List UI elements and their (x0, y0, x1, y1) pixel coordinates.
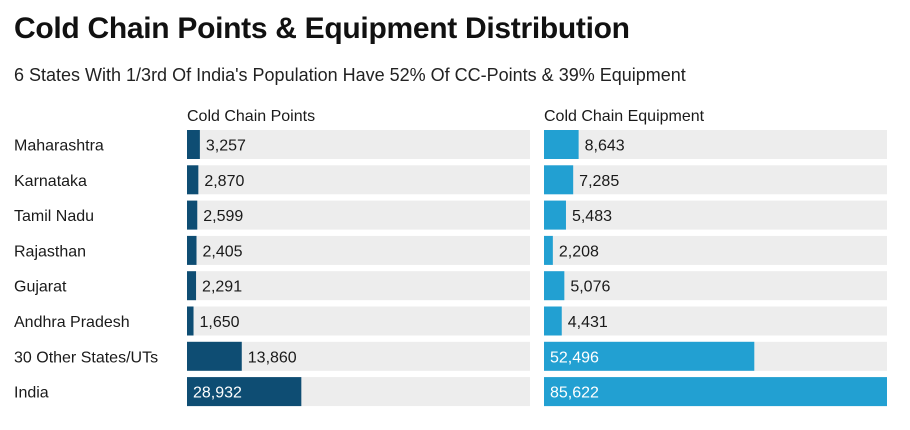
data-label: 2,405 (203, 243, 243, 260)
category-label: India (14, 385, 49, 402)
bar (544, 130, 579, 159)
series-header: Cold Chain Points (187, 108, 315, 125)
bar-track (187, 200, 530, 230)
bar (187, 130, 200, 159)
bar (544, 306, 562, 336)
bar (187, 200, 198, 230)
bar (544, 377, 887, 407)
data-label: 5,076 (570, 279, 610, 296)
bar (187, 271, 197, 301)
data-label: 4,431 (568, 314, 608, 331)
category-label: Andhra Pradesh (14, 314, 130, 331)
data-label: 5,483 (572, 208, 612, 225)
bar (187, 165, 199, 195)
data-label: 52,496 (550, 349, 599, 366)
category-label: Gujarat (14, 279, 67, 296)
bar (544, 200, 566, 230)
data-label: 85,622 (550, 385, 599, 402)
data-label: 2,208 (559, 243, 599, 260)
bar-track (544, 306, 887, 336)
bar-track (544, 200, 887, 230)
category-label: Rajasthan (14, 243, 86, 260)
data-label: 2,599 (203, 208, 243, 225)
chart-title: Cold Chain Points & Equipment Distributi… (14, 12, 630, 45)
bar-track (187, 130, 530, 159)
bar-track (544, 130, 887, 159)
bar (544, 271, 565, 301)
series-header: Cold Chain Equipment (544, 108, 705, 125)
bar (544, 165, 574, 195)
data-label: 13,860 (248, 349, 297, 366)
chart-subtitle: 6 States With 1/3rd Of India's Populatio… (14, 65, 686, 85)
data-label: 2,870 (204, 173, 244, 190)
bar (187, 306, 194, 336)
category-label: Tamil Nadu (14, 208, 94, 225)
data-label: 8,643 (585, 138, 625, 155)
data-label: 7,285 (579, 173, 619, 190)
category-label: Karnataka (14, 173, 87, 190)
bar-track (544, 235, 887, 265)
bar-track (544, 165, 887, 195)
bar-track (187, 271, 530, 301)
category-label: Maharashtra (14, 138, 104, 155)
data-label: 2,291 (202, 279, 242, 296)
category-label: 30 Other States/UTs (14, 349, 158, 366)
data-label: 1,650 (200, 314, 240, 331)
bar-track (187, 235, 530, 265)
bar-track (544, 271, 887, 301)
data-label: 28,932 (193, 385, 242, 402)
bar (544, 341, 755, 371)
bar-track (187, 165, 530, 195)
bar-track (187, 341, 530, 371)
bar (187, 377, 302, 407)
bar (187, 235, 197, 265)
bar-track (187, 306, 530, 336)
bar (187, 341, 242, 371)
bar (544, 235, 553, 265)
data-label: 3,257 (206, 138, 246, 155)
